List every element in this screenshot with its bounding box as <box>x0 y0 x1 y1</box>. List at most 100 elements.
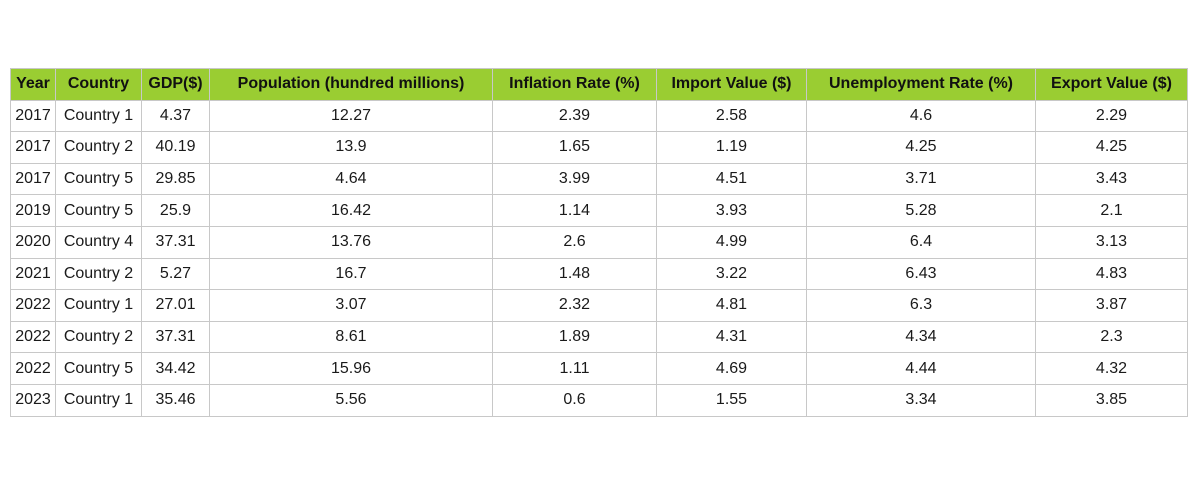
table-cell: 1.19 <box>656 131 807 164</box>
table-cell: 3.22 <box>656 257 807 291</box>
table-cell: 4.69 <box>656 352 807 385</box>
table-cell: 4.25 <box>806 131 1036 164</box>
table-cell: 2.32 <box>492 289 657 322</box>
table-cell: 37.31 <box>141 320 210 354</box>
table-cell: 27.01 <box>141 289 210 322</box>
table-cell: 1.65 <box>492 131 657 164</box>
table-cell: 4.25 <box>1035 131 1188 164</box>
table-row: 2022 Country 2 37.31 8.61 1.89 4.31 4.34 2.3 <box>10 320 1188 354</box>
table-cell: 3.87 <box>1035 289 1188 322</box>
table-cell: 2021 <box>10 257 56 291</box>
table-cell: Country 5 <box>55 162 142 196</box>
table-cell: 2019 <box>10 194 56 227</box>
column-header: Export Value ($) <box>1035 68 1188 101</box>
column-header: Country <box>55 68 142 101</box>
table-cell: 2.39 <box>492 99 657 133</box>
table-cell: 2.58 <box>656 99 807 133</box>
table-cell: 35.46 <box>141 383 210 417</box>
table-cell: 3.99 <box>492 162 657 196</box>
table-cell: 3.71 <box>806 162 1036 196</box>
table-cell: 4.32 <box>1035 352 1188 385</box>
table-cell: 1.89 <box>492 320 657 354</box>
column-header: GDP($) <box>141 68 210 101</box>
table-cell: Country 1 <box>55 289 142 322</box>
table-cell: Country 1 <box>55 383 142 417</box>
table-cell: 4.31 <box>656 320 807 354</box>
table-cell: 2022 <box>10 289 56 322</box>
table-cell: 2020 <box>10 225 56 259</box>
table-cell: 4.34 <box>806 320 1036 354</box>
table-cell: 2022 <box>10 320 56 354</box>
table-cell: 3.93 <box>656 194 807 227</box>
table-cell: Country 5 <box>55 194 142 227</box>
table-body: 2017 Country 1 4.37 12.27 2.39 2.58 4.6 2.29 201… <box>10 99 1188 417</box>
table-cell: 1.48 <box>492 257 657 291</box>
table-cell: Country 5 <box>55 352 142 385</box>
table-cell: Country 4 <box>55 225 142 259</box>
table-header-row: Year Country GDP($) Population (hundred mil… <box>10 68 1188 101</box>
table-cell: 1.11 <box>492 352 657 385</box>
table-cell: 13.76 <box>209 225 493 259</box>
table-cell: 2.6 <box>492 225 657 259</box>
table-cell: 8.61 <box>209 320 493 354</box>
table-cell: 3.34 <box>806 383 1036 417</box>
table-cell: Country 1 <box>55 99 142 133</box>
table-cell: 15.96 <box>209 352 493 385</box>
table-cell: 3.07 <box>209 289 493 322</box>
data-table: Year Country GDP($) Population (hundred mil… <box>10 68 1188 417</box>
table-cell: 3.13 <box>1035 225 1188 259</box>
table-row: 2019 Country 5 25.9 16.42 1.14 3.93 5.28 2.1 <box>10 194 1188 227</box>
column-header: Population (hundred millions) <box>209 68 493 101</box>
table-cell: 2017 <box>10 131 56 164</box>
table-cell: 40.19 <box>141 131 210 164</box>
table-cell: 5.56 <box>209 383 493 417</box>
table-cell: 4.37 <box>141 99 210 133</box>
table-cell: 16.42 <box>209 194 493 227</box>
table-cell: 4.51 <box>656 162 807 196</box>
table-cell: 5.28 <box>806 194 1036 227</box>
table-cell: 4.83 <box>1035 257 1188 291</box>
table-cell: 6.4 <box>806 225 1036 259</box>
table-cell: 3.85 <box>1035 383 1188 417</box>
table-cell: 4.64 <box>209 162 493 196</box>
table-cell: Country 2 <box>55 131 142 164</box>
table-cell: Country 2 <box>55 257 142 291</box>
table-cell: 34.42 <box>141 352 210 385</box>
column-header: Import Value ($) <box>656 68 807 101</box>
table-cell: 4.44 <box>806 352 1036 385</box>
table-cell: 2.1 <box>1035 194 1188 227</box>
table-cell: 2.3 <box>1035 320 1188 354</box>
table-cell: 4.99 <box>656 225 807 259</box>
column-header: Inflation Rate (%) <box>492 68 657 101</box>
table-row: 2020 Country 4 37.31 13.76 2.6 4.99 6.4 3.13 <box>10 225 1188 259</box>
table-cell: 2017 <box>10 162 56 196</box>
table-row: 2023 Country 1 35.46 5.56 0.6 1.55 3.34 3.85 <box>10 383 1188 417</box>
table-cell: 25.9 <box>141 194 210 227</box>
table-cell: 2022 <box>10 352 56 385</box>
table-cell: 13.9 <box>209 131 493 164</box>
table-cell: 6.43 <box>806 257 1036 291</box>
table-cell: 3.43 <box>1035 162 1188 196</box>
table-cell: 1.14 <box>492 194 657 227</box>
table-row: 2022 Country 1 27.01 3.07 2.32 4.81 6.3 3.87 <box>10 289 1188 322</box>
table-cell: 2.29 <box>1035 99 1188 133</box>
table-row: 2017 Country 2 40.19 13.9 1.65 1.19 4.25 4.25 <box>10 131 1188 164</box>
table-cell: 5.27 <box>141 257 210 291</box>
table-cell: 12.27 <box>209 99 493 133</box>
table-row: 2017 Country 5 29.85 4.64 3.99 4.51 3.71 3.43 <box>10 162 1188 196</box>
column-header: Year <box>10 68 56 101</box>
table-cell: Country 2 <box>55 320 142 354</box>
table-row: 2017 Country 1 4.37 12.27 2.39 2.58 4.6 2.29 <box>10 99 1188 133</box>
table-cell: 37.31 <box>141 225 210 259</box>
table-cell: 4.81 <box>656 289 807 322</box>
table-cell: 29.85 <box>141 162 210 196</box>
table-cell: 16.7 <box>209 257 493 291</box>
table-row: 2021 Country 2 5.27 16.7 1.48 3.22 6.43 4.83 <box>10 257 1188 291</box>
table-cell: 2017 <box>10 99 56 133</box>
table-cell: 0.6 <box>492 383 657 417</box>
table-cell: 4.6 <box>806 99 1036 133</box>
table-row: 2022 Country 5 34.42 15.96 1.11 4.69 4.44 4.32 <box>10 352 1188 385</box>
table-cell: 2023 <box>10 383 56 417</box>
table-cell: 1.55 <box>656 383 807 417</box>
table-cell: 6.3 <box>806 289 1036 322</box>
